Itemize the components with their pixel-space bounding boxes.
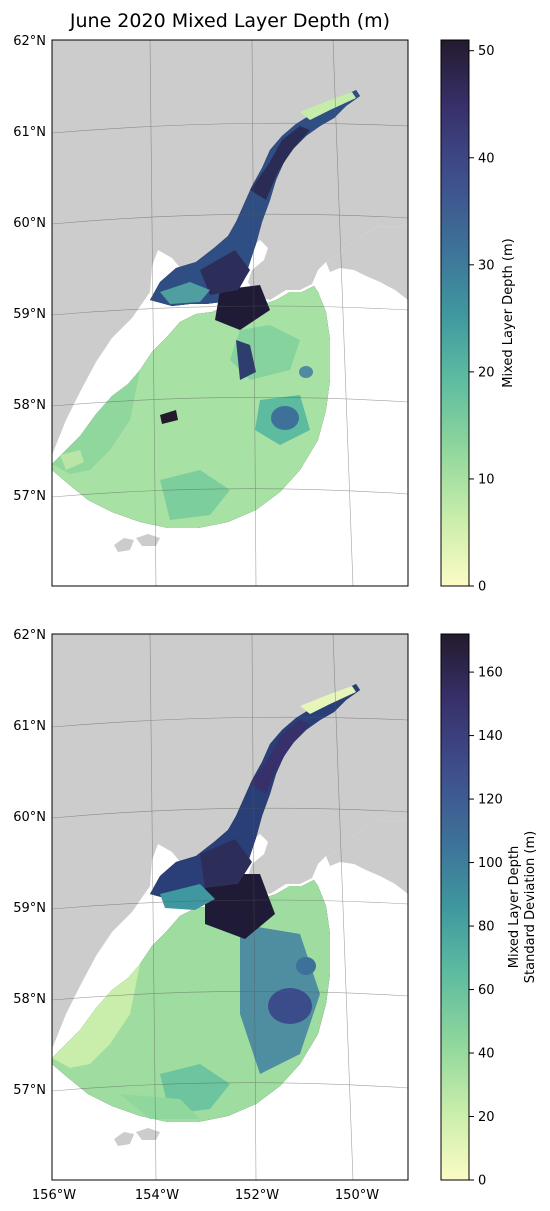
map-frame-stddev	[51, 633, 409, 1181]
colorbar-tick-label: 0	[478, 1174, 486, 1189]
lat-label-58: 58°N	[13, 398, 46, 413]
map-panel-mean	[52, 40, 408, 586]
colorbar-tick-label: 20	[478, 365, 495, 380]
lon-label-152: 152°W	[235, 1188, 279, 1203]
lat-label-59: 59°N	[13, 307, 46, 322]
lon-label-150: 150°W	[335, 1188, 379, 1203]
colorbar-tick-label: 80	[478, 920, 495, 935]
lat-label-58-b: 58°N	[13, 992, 46, 1007]
colorbar-label-stddev-line1: Mixed Layer Depth	[507, 846, 522, 968]
chart-title: June 2020 Mixed Layer Depth (m)	[69, 10, 390, 32]
colorbar-mean: 0 10 20 30 40 50 Mixed Layer Depth (m)	[440, 39, 516, 595]
colorbar-label-mean: Mixed Layer Depth (m)	[501, 238, 516, 387]
lat-label-60-b: 60°N	[13, 810, 46, 825]
colorbar-tick-label: 20	[478, 1110, 495, 1125]
lon-label-154: 154°W	[135, 1188, 179, 1203]
lon-label-156: 156°W	[32, 1188, 76, 1203]
colorbar-tick-label: 30	[478, 258, 495, 273]
colorbar-tick-label: 50	[478, 44, 495, 59]
lat-label-59-b: 59°N	[13, 901, 46, 916]
lat-label-61: 61°N	[13, 125, 46, 140]
lat-label-62: 62°N	[13, 34, 46, 49]
lat-label-62-b: 62°N	[13, 628, 46, 643]
colorbar-tick-label: 40	[478, 151, 495, 166]
colorbar-tick-label: 160	[478, 666, 503, 681]
lat-label-61-b: 61°N	[13, 719, 46, 734]
colorbar-tick-label: 40	[478, 1047, 495, 1062]
colorbar-label-stddev-line2: Standard Deviation (m)	[523, 831, 538, 983]
colorbar-tick-label: 120	[478, 793, 503, 808]
colorbar-tick-label: 60	[478, 983, 495, 998]
colorbar-tick-label: 140	[478, 729, 503, 744]
map-panel-stddev	[52, 634, 408, 1180]
colorbar-tick-label: 100	[478, 856, 503, 871]
lat-label-60: 60°N	[13, 216, 46, 231]
colorbar-tick-label: 0	[478, 580, 486, 595]
colorbar-tick-label: 10	[478, 472, 495, 487]
lat-label-57: 57°N	[13, 489, 46, 504]
map-frame-mean	[51, 39, 409, 587]
lat-label-57-b: 57°N	[13, 1083, 46, 1098]
